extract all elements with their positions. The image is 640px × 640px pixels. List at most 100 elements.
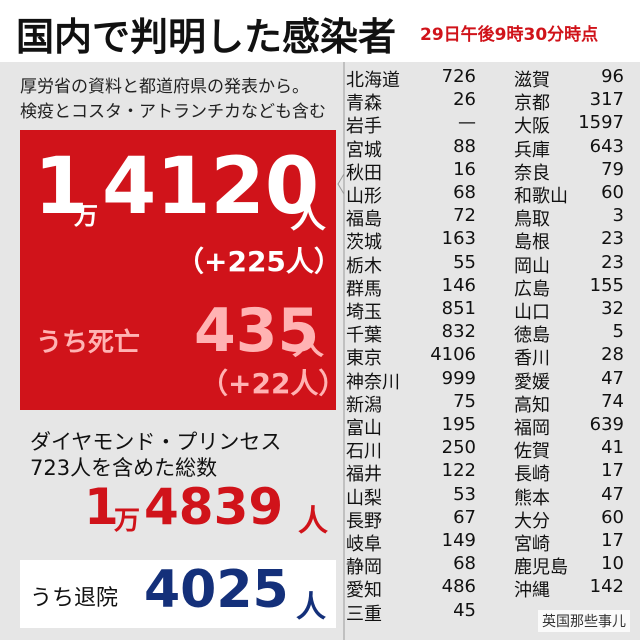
prefecture-name: 山梨 [346,487,382,509]
prefecture-name: 大阪 [514,116,550,138]
prefecture-name: 茨城 [346,232,382,254]
prefecture-count: 47 [601,483,624,505]
prefecture-count: 75 [453,390,476,412]
prefecture-count: 17 [601,460,624,482]
prefecture-count: 726 [441,66,476,87]
prefecture-name: 福井 [346,464,382,486]
recovered-box [20,560,336,628]
ship-number: 1 [84,478,119,536]
prefecture-name: 長野 [346,510,382,532]
prefecture-count: 26 [453,89,476,111]
prefecture-count: 32 [601,298,624,319]
title: 国内で判明した感染者 [16,15,397,59]
prefecture-count: 72 [453,205,476,227]
prefecture-count: 851 [441,298,476,319]
prefecture-name: 秋田 [346,162,382,184]
prefecture-count: 23 [601,251,624,273]
prefecture-count: 47 [601,367,624,389]
prefecture-name: 鳥取 [514,209,550,231]
prefecture-name: 群馬 [346,278,382,300]
total-unit: 人 [290,195,327,236]
prefecture-name: 宮崎 [514,534,550,555]
prefecture-name: 東京 [346,348,382,370]
prefecture-count: 17 [601,530,624,551]
prefecture-name: 青森 [346,93,382,115]
prefecture-name: 佐賀 [514,441,550,463]
prefecture-name: 愛知 [346,580,382,602]
prefecture-name: 兵庫 [514,139,550,161]
prefecture-name: 石川 [346,441,382,463]
prefecture-count: 317 [589,89,624,111]
prefecture-count: 28 [601,344,624,366]
prefecture-count: 79 [601,158,624,180]
prefecture-count: 55 [453,251,476,273]
prefecture-name: 山形 [346,186,382,207]
prefecture-count: 149 [441,530,476,551]
prefecture-name: 沖縄 [514,580,550,602]
deaths-number: 435 [194,296,320,366]
note: 厚労省の資料と都道府県の発表から。 [20,77,309,97]
prefecture-name: 徳島 [514,325,550,347]
prefecture-name: 熊本 [514,487,550,509]
prefecture-name: 高知 [514,394,550,416]
recovered-unit: 人 [296,590,326,625]
prefecture-count: 41 [601,437,624,459]
title-bar [0,0,640,62]
prefecture-count: 639 [589,414,624,435]
ship-number: 4839 [144,478,284,536]
prefecture-count: 60 [601,506,624,528]
prefecture-count: 10 [601,553,624,575]
prefecture-count: 45 [453,599,476,621]
total-unit: 万 [74,202,98,230]
ship-unit: 万 [114,506,141,536]
prefecture-name: 宮城 [346,139,382,161]
prefecture-name: 福岡 [514,418,550,439]
timestamp: 29日午後9時30分時点 [420,25,599,45]
prefecture-name: 静岡 [346,557,382,579]
prefecture-name: 奈良 [514,162,550,184]
prefecture-count: 23 [601,228,624,250]
prefecture-name: 香川 [514,348,550,370]
recovered-number: 4025 [144,560,289,620]
total-number: 4120 [102,142,320,232]
prefecture-name: 富山 [346,418,382,439]
prefecture-name: 福島 [346,209,382,231]
note: 検疫とコスタ・アトランチカなども含む [20,102,326,122]
prefecture-count: 155 [589,274,624,296]
prefecture-count: 4106 [430,344,476,366]
prefecture-count: 88 [453,135,476,157]
prefecture-name: 栃木 [346,255,382,277]
prefecture-name: 長崎 [514,464,550,486]
total-number: 1 [34,142,89,232]
prefecture-name: 三重 [346,603,382,625]
prefecture-count: 163 [441,228,476,250]
prefecture-name: 大分 [514,510,550,532]
prefecture-count: 68 [453,553,476,575]
prefecture-name: 北海道 [346,70,400,91]
prefecture-count: — [458,112,476,134]
prefecture-name: 千葉 [346,325,382,347]
deaths-label: うち死亡 [36,328,141,358]
divider [337,62,345,640]
prefecture-count: 60 [601,182,624,203]
total-box [20,130,336,410]
prefecture-count: 53 [453,483,476,505]
prefecture-name: 岐阜 [346,534,382,555]
prefecture-count: 643 [589,135,624,157]
prefecture-count: 5 [612,321,624,343]
prefecture-count: 67 [453,506,476,528]
prefecture-count: 195 [441,414,476,435]
ship-unit: 人 [298,504,328,539]
prefecture-name: 埼玉 [346,302,382,323]
prefecture-name: 山口 [514,302,550,323]
prefecture-name: 島根 [514,232,550,254]
prefecture-name: 広島 [514,278,550,300]
prefecture-count: 16 [453,158,476,180]
ship-label: 723人を含めた総数 [30,456,218,480]
prefecture-name: 岩手 [346,116,382,138]
prefecture-count: 146 [441,274,476,296]
prefecture-count: 96 [601,66,624,87]
watermark: 英国那些事儿 [538,610,630,632]
prefecture-count: 999 [441,367,476,389]
